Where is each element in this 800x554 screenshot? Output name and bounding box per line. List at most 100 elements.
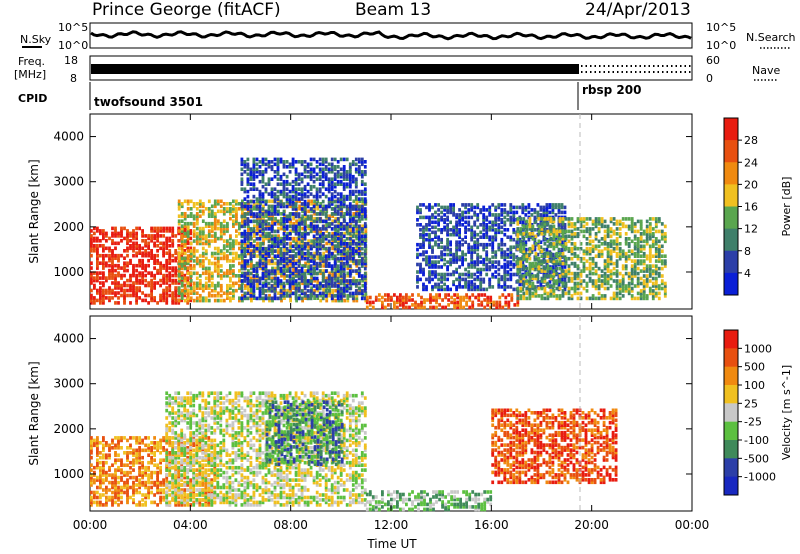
power-cell (473, 247, 477, 252)
power-cell (591, 294, 595, 298)
power-cell (132, 268, 135, 273)
power-cell (162, 278, 165, 283)
power-cell (226, 254, 229, 258)
power-cell (437, 245, 440, 249)
power-cell (183, 261, 187, 266)
power-cell (459, 305, 462, 310)
power-cell (390, 295, 393, 300)
power-cell (503, 203, 507, 207)
power-cell (525, 291, 529, 296)
power-cell (132, 241, 135, 246)
power-cell (360, 239, 364, 244)
power-cell (522, 237, 526, 241)
power-cell (447, 303, 450, 307)
power-cell (354, 242, 358, 246)
power-cell (491, 285, 495, 289)
power-cell (491, 265, 495, 269)
power-cell (342, 157, 346, 162)
power-cell (419, 228, 422, 232)
power-cell (321, 182, 325, 186)
power-cell (126, 293, 129, 298)
power-cell (336, 179, 340, 184)
power-cell (250, 264, 253, 268)
power-cell (241, 298, 244, 303)
power-cell (108, 276, 111, 280)
power-cell (352, 261, 356, 266)
power-cell (503, 215, 507, 220)
power-cell (348, 179, 352, 184)
power-cell (241, 209, 244, 214)
power-cell (256, 254, 259, 258)
power-cell (497, 280, 501, 284)
power-cell (534, 234, 538, 239)
power-cell (306, 259, 310, 263)
power-cell (288, 214, 292, 219)
power-cell (117, 283, 120, 288)
power-cell (327, 204, 331, 209)
power-cell (204, 236, 208, 241)
power-cell (324, 174, 328, 179)
power-cell (576, 264, 580, 268)
power-cell (585, 237, 589, 241)
power-cell (312, 219, 316, 224)
power-cell (524, 242, 528, 247)
power-cell (342, 174, 346, 179)
power-cell (336, 204, 340, 209)
power-cell (259, 226, 262, 231)
power-cell (339, 251, 343, 256)
power-cell (268, 224, 271, 228)
power-cell (168, 283, 172, 288)
power-cell (524, 240, 528, 244)
power-cell (105, 246, 108, 251)
power-cell (315, 242, 319, 246)
power-cell (264, 261, 268, 266)
power-cell (144, 251, 147, 255)
power-cell (425, 255, 428, 259)
power-cell (428, 223, 431, 227)
power-cell (515, 205, 519, 210)
power-cell (138, 286, 141, 290)
power-cell (192, 281, 196, 286)
power-cell (488, 237, 492, 242)
power-cell (497, 267, 501, 272)
power-cell (319, 298, 323, 303)
power-cell (285, 274, 289, 278)
power-cell (177, 246, 181, 251)
power-cell (252, 229, 256, 234)
power-cell (165, 261, 169, 265)
power-cell (555, 259, 559, 263)
power-cell (461, 210, 464, 215)
power-cell (301, 214, 304, 218)
power-cell (312, 271, 316, 276)
power-cell (309, 167, 313, 172)
power-cell (552, 224, 556, 229)
power-cell (297, 269, 301, 273)
power-cell (180, 241, 184, 246)
power-cell (111, 276, 114, 280)
power-cell (201, 226, 205, 231)
power-cell (330, 279, 334, 283)
power-cell (322, 288, 326, 293)
power-cell (105, 261, 108, 265)
power-cell (165, 236, 169, 241)
power-cell (473, 265, 477, 269)
power-cell (180, 266, 184, 271)
power-cell (339, 286, 343, 291)
power-cell (456, 305, 459, 310)
power-cell (279, 182, 283, 186)
power-cell (117, 231, 120, 236)
power-cell (500, 252, 504, 257)
power-cell (576, 291, 580, 296)
power-cell (512, 237, 516, 242)
power-cell (573, 254, 577, 258)
power-cell (455, 232, 458, 237)
power-cell (232, 293, 235, 298)
power-cell (229, 251, 232, 256)
power-cell (342, 204, 346, 209)
power-cell (355, 229, 359, 233)
power-cell (276, 170, 280, 174)
power-cell (286, 202, 289, 206)
power-cell (582, 266, 586, 271)
power-cell (330, 162, 334, 167)
power-cell (232, 281, 235, 286)
